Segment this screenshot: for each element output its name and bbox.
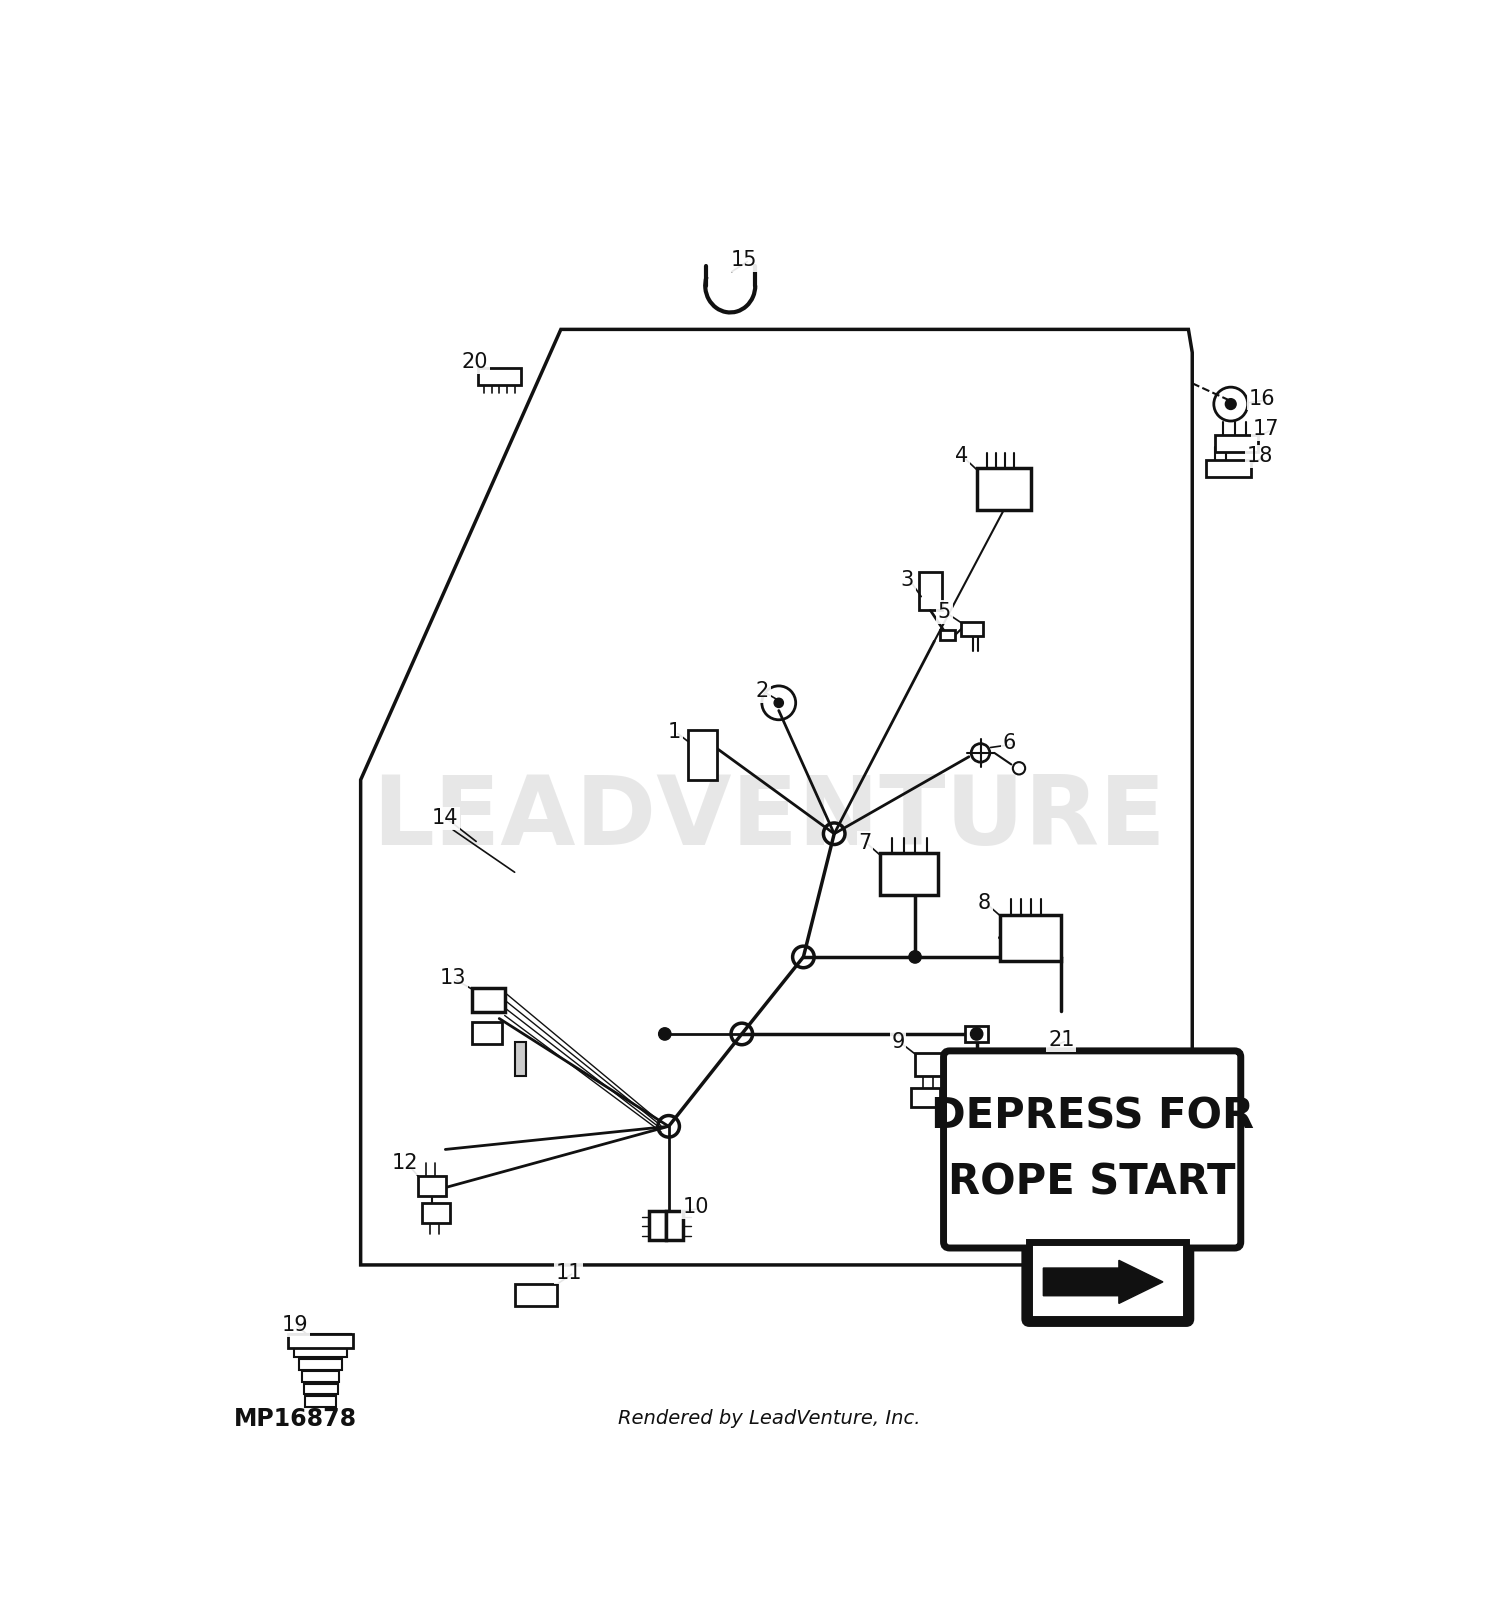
Text: 5: 5 [938, 602, 951, 621]
Text: 13: 13 [440, 968, 466, 988]
Text: 17: 17 [1252, 420, 1280, 440]
FancyBboxPatch shape [419, 1176, 446, 1195]
Text: 1: 1 [668, 722, 681, 743]
FancyBboxPatch shape [999, 915, 1062, 960]
Text: 8: 8 [978, 894, 992, 913]
Text: 16: 16 [1248, 389, 1275, 409]
FancyBboxPatch shape [477, 368, 520, 384]
Text: Rendered by LeadVenture, Inc.: Rendered by LeadVenture, Inc. [618, 1410, 920, 1429]
Text: LEADVENTURE: LEADVENTURE [372, 772, 1166, 865]
FancyBboxPatch shape [688, 730, 717, 780]
Text: 9: 9 [891, 1032, 904, 1051]
FancyBboxPatch shape [472, 988, 504, 1012]
Text: 6: 6 [1002, 733, 1016, 753]
FancyBboxPatch shape [298, 1359, 342, 1369]
Text: 11: 11 [555, 1262, 582, 1283]
FancyBboxPatch shape [514, 1041, 526, 1077]
FancyBboxPatch shape [964, 1027, 988, 1041]
FancyBboxPatch shape [1215, 435, 1257, 453]
Text: 20: 20 [462, 352, 488, 373]
Circle shape [1226, 399, 1236, 409]
FancyBboxPatch shape [1024, 1238, 1191, 1324]
Text: 18: 18 [1246, 446, 1274, 467]
FancyBboxPatch shape [962, 621, 982, 636]
FancyBboxPatch shape [880, 853, 938, 895]
FancyBboxPatch shape [304, 1397, 336, 1406]
Circle shape [970, 1028, 982, 1040]
FancyBboxPatch shape [944, 1051, 1240, 1247]
FancyBboxPatch shape [290, 1335, 351, 1345]
FancyBboxPatch shape [514, 1285, 556, 1306]
FancyBboxPatch shape [472, 1022, 501, 1045]
FancyBboxPatch shape [303, 1384, 338, 1395]
FancyBboxPatch shape [650, 1212, 666, 1241]
FancyBboxPatch shape [288, 1335, 352, 1348]
Text: ROPE START: ROPE START [948, 1161, 1236, 1204]
FancyBboxPatch shape [939, 629, 956, 641]
Text: 10: 10 [682, 1197, 709, 1216]
FancyBboxPatch shape [294, 1346, 346, 1358]
FancyBboxPatch shape [1206, 461, 1251, 477]
FancyBboxPatch shape [976, 469, 1030, 511]
Text: 3: 3 [900, 569, 914, 590]
FancyBboxPatch shape [666, 1212, 684, 1241]
Text: MP16878: MP16878 [234, 1406, 357, 1431]
Text: 4: 4 [954, 446, 968, 467]
FancyBboxPatch shape [423, 1204, 450, 1223]
FancyBboxPatch shape [915, 1053, 950, 1077]
FancyBboxPatch shape [910, 1088, 940, 1108]
Text: 7: 7 [858, 834, 871, 853]
FancyBboxPatch shape [302, 1371, 339, 1382]
Text: 15: 15 [730, 250, 758, 271]
Text: DEPRESS FOR: DEPRESS FOR [930, 1095, 1254, 1137]
Text: 12: 12 [392, 1153, 418, 1173]
Text: 19: 19 [282, 1315, 309, 1335]
Polygon shape [1029, 1242, 1186, 1319]
Text: 14: 14 [432, 808, 459, 829]
Circle shape [774, 697, 783, 707]
FancyArrow shape [1044, 1260, 1162, 1304]
Circle shape [658, 1028, 670, 1040]
Circle shape [909, 950, 921, 963]
Text: 21: 21 [1048, 1030, 1074, 1049]
Text: 2: 2 [756, 681, 770, 701]
